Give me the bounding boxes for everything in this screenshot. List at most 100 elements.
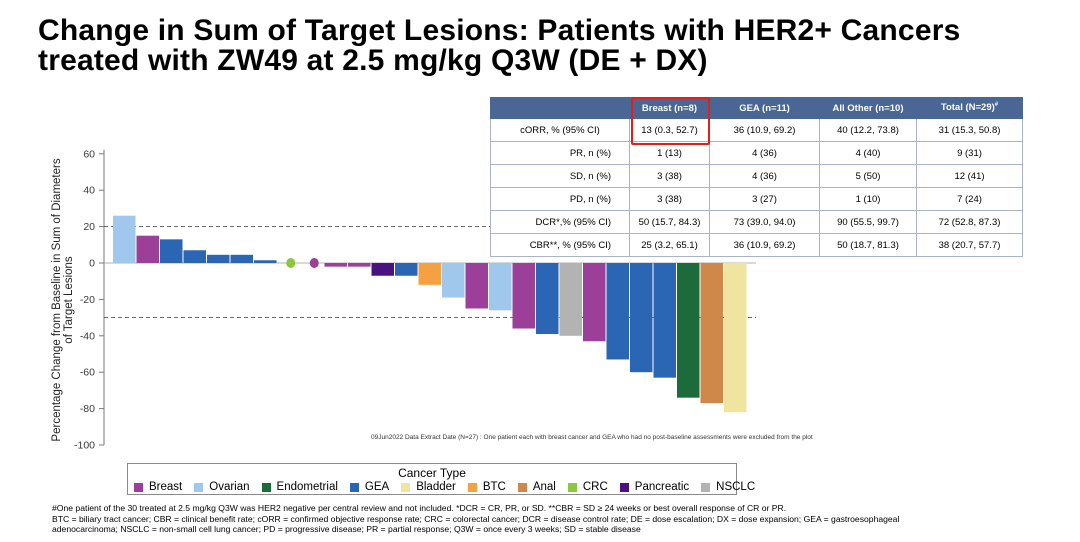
data-bar-gea — [254, 260, 277, 263]
table-cell: 31 (15.3, 50.8) — [916, 118, 1023, 142]
table-cell: 3 (38) — [629, 187, 710, 211]
legend-label: CRC — [582, 481, 608, 493]
data-bar-pancreatic — [371, 263, 394, 276]
row-label: DCR*,% (95% CI) — [490, 210, 630, 234]
page-title: Change in Sum of Target Lesions: Patient… — [38, 16, 1068, 76]
data-bar-bladder — [724, 263, 747, 413]
table-cell: 1 (10) — [819, 187, 917, 211]
legend-item-crc: CRC — [567, 481, 608, 493]
data-bar-anal — [700, 263, 723, 404]
y-tick-label: -40 — [80, 330, 95, 342]
row-label: PD, n (%) — [490, 187, 630, 211]
legend-item-bladder: Bladder — [401, 481, 456, 493]
table-cell: 3 (27) — [709, 187, 820, 211]
legend-item-btc: BTC — [467, 481, 506, 493]
legend-swatch — [467, 482, 477, 492]
footnote-line-2: BTC = biliary tract cancer; CBR = clinic… — [52, 513, 900, 524]
legend: Cancer Type Breast Ovarian Endometrial GEA B… — [127, 463, 755, 495]
data-bar-gea — [653, 263, 676, 378]
y-axis-label: Percentage Change from Baseline in Sum o… — [51, 158, 75, 441]
legend-items: Breast Ovarian Endometrial GEA Bladder BTC Ana… — [134, 481, 767, 493]
table-row: cORR, % (95% CI) 13 (0.3, 52.7) 36 (10.9… — [490, 118, 1023, 142]
table-cell: 50 (18.7, 81.3) — [819, 233, 917, 257]
data-bar-btc — [418, 263, 441, 285]
data-bar-breast — [465, 263, 488, 309]
table-cell: 40 (12.2, 73.8) — [819, 118, 917, 142]
legend-item-ovarian: Ovarian — [194, 481, 250, 493]
title-line-2: treated with ZW49 at 2.5 mg/kg Q3W (DE +… — [38, 44, 708, 77]
title-line-1: Change in Sum of Target Lesions: Patient… — [38, 14, 961, 47]
table-cell: 9 (31) — [916, 141, 1023, 165]
legend-item-gea: GEA — [349, 481, 390, 493]
y-tick-label: 0 — [89, 258, 95, 270]
legend-label: Pancreatic — [634, 481, 690, 493]
table-cell: 1 (13) — [629, 141, 710, 165]
legend-label: Breast — [149, 481, 183, 493]
y-tick-label: 40 — [83, 185, 95, 197]
data-bar-breast — [512, 263, 535, 329]
legend-title: Cancer Type — [398, 466, 466, 480]
data-marker-crc — [286, 258, 296, 268]
legend-swatch — [701, 482, 711, 492]
table-cell: 3 (38) — [629, 164, 710, 188]
table-cell: 73 (39.0, 94.0) — [709, 210, 820, 234]
legend-item-breast: Breast — [134, 481, 182, 493]
table-row: PD, n (%) 3 (38) 3 (27) 1 (10) 7 (24) — [490, 187, 1023, 211]
table-header-empty — [490, 97, 630, 119]
legend-label: NSCLC — [716, 481, 756, 493]
table-row: PR, n (%) 1 (13) 4 (36) 4 (40) 9 (31) — [490, 141, 1023, 165]
table-cell: 38 (20.7, 57.7) — [916, 233, 1023, 257]
legend-item-endometrial: Endometrial — [261, 481, 338, 493]
table-cell: 4 (36) — [709, 164, 820, 188]
legend-swatch — [134, 482, 143, 492]
table-cell: 90 (55.5, 99.7) — [819, 210, 917, 234]
data-bar-breast — [324, 263, 347, 267]
table-cell: 13 (0.3, 52.7) — [629, 118, 710, 142]
table-cell: 4 (40) — [819, 141, 917, 165]
table-header-total: Total (N=29)# — [916, 97, 1023, 119]
y-tick-label: -20 — [80, 294, 95, 306]
footnote-line-3: adenocarcinoma; NSCLC = non-small cell l… — [52, 524, 641, 535]
data-bar-gea — [183, 250, 206, 263]
footnote-line-1: #One patient of the 30 treated at 2.5 mg… — [52, 503, 787, 513]
table-header-gea: GEA (n=11) — [709, 97, 820, 119]
data-bar-gea — [230, 254, 253, 263]
legend-swatch — [619, 482, 629, 492]
data-bar-breast — [583, 263, 606, 342]
table-header-row: Breast (n=8) GEA (n=11) All Other (n=10)… — [490, 97, 1023, 119]
table-row: DCR*,% (95% CI) 50 (15.7, 84.3) 73 (39.0… — [490, 210, 1023, 234]
legend-label: Endometrial — [276, 481, 338, 493]
legend-label: BTC — [482, 481, 506, 493]
table-cell: 5 (50) — [819, 164, 917, 188]
table-cell: 12 (41) — [916, 164, 1023, 188]
data-bar-breast — [136, 235, 159, 263]
legend-swatch — [261, 482, 271, 492]
y-tick-label: 60 — [83, 148, 95, 160]
data-bar-gea — [395, 263, 418, 276]
response-table: Breast (n=8) GEA (n=11) All Other (n=10)… — [490, 97, 1023, 257]
footnotes: #One patient of the 30 treated at 2.5 mg… — [52, 503, 1052, 535]
table-cell: 4 (36) — [709, 141, 820, 165]
table-cell: 36 (10.9, 69.2) — [709, 118, 820, 142]
data-bar-breast — [348, 263, 371, 267]
data-bar-gea — [606, 263, 629, 360]
legend-label: Ovarian — [209, 481, 250, 493]
data-bar-gea — [207, 254, 230, 263]
data-bar-gea — [630, 263, 653, 373]
data-extract-note: 09Jun2022 Data Extract Date (N=27) : One… — [371, 434, 813, 441]
legend-swatch — [401, 482, 411, 492]
legend-swatch — [349, 482, 359, 492]
legend-label: GEA — [364, 481, 390, 493]
legend-swatch — [567, 482, 577, 492]
table-header-all-other: All Other (n=10) — [819, 97, 917, 119]
y-tick-label: -80 — [80, 403, 95, 415]
legend-swatch — [194, 482, 204, 492]
data-bar-nsclc — [559, 263, 582, 336]
row-label: CBR**, % (95% CI) — [490, 233, 630, 257]
row-label: SD, n (%) — [490, 164, 630, 188]
data-marker-breast — [309, 258, 319, 268]
legend-item-anal: Anal — [517, 481, 556, 493]
table-cell: 72 (52.8, 87.3) — [916, 210, 1023, 234]
y-tick-label: -100 — [74, 440, 95, 452]
